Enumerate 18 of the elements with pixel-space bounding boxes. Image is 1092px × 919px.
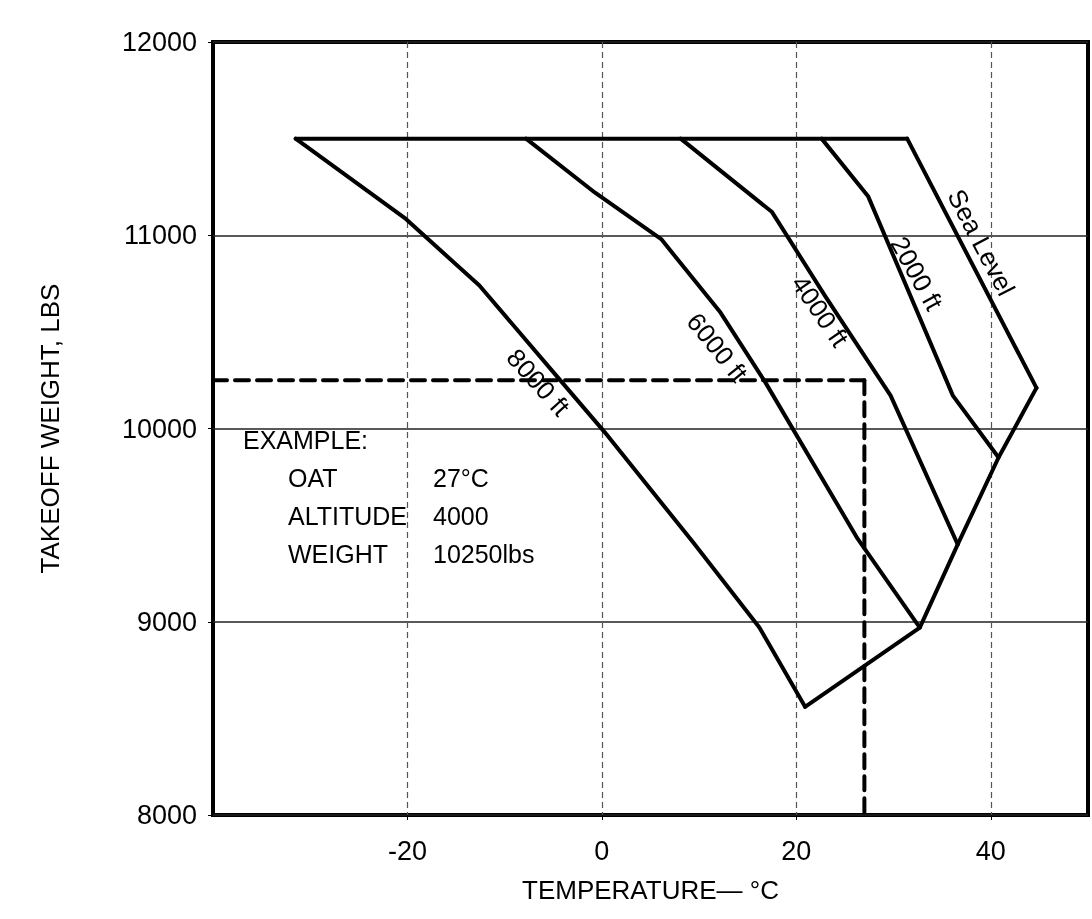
annotation: OAT	[288, 464, 338, 492]
x-tick-label: -20	[387, 835, 427, 866]
x-tick-label: 40	[975, 835, 1006, 866]
y-tick-label: 9000	[136, 606, 197, 637]
x-tick-label: 20	[781, 835, 812, 866]
annotation: WEIGHT	[288, 540, 388, 568]
y-tick-label: 11000	[123, 220, 197, 251]
annotation: 10250lbs	[433, 540, 535, 568]
y-axis-title: TAKEOFF WEIGHT, LBS	[35, 283, 65, 574]
y-tick-label: 12000	[121, 27, 197, 57]
x-axis-title: TEMPERATURE— °C	[522, 875, 779, 905]
annotation: 27°C	[433, 464, 489, 492]
annotation: EXAMPLE:	[243, 426, 369, 454]
x-tick-label: 0	[594, 835, 610, 866]
annotation: ALTITUDE	[288, 502, 407, 530]
annotation: 4000	[433, 502, 489, 530]
y-tick-label: 8000	[136, 800, 197, 830]
y-tick-label: 10000	[121, 413, 197, 444]
